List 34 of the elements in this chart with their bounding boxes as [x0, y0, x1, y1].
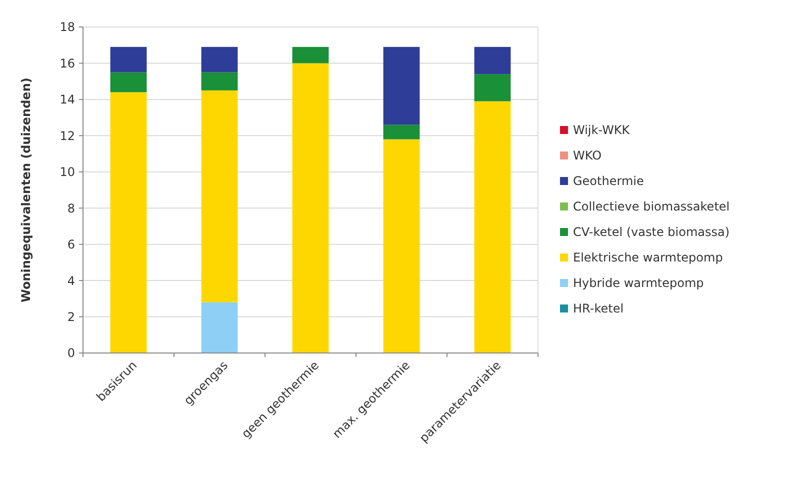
- bar: [292, 46, 329, 64]
- legend-label: Hybride warmtepomp: [573, 276, 704, 290]
- y-tick-label: 10: [60, 165, 75, 180]
- legend-label: HR-ketel: [573, 302, 624, 316]
- bar: [383, 124, 420, 140]
- bar: [292, 63, 329, 353]
- y-tick-label: 18: [60, 20, 75, 34]
- y-axis-title: Woningequivalenten (duizenden): [19, 78, 33, 302]
- bar: [474, 46, 511, 74]
- bar: [201, 302, 238, 353]
- y-tick-label: 0: [67, 346, 75, 360]
- bar: [201, 90, 238, 302]
- bar: [201, 46, 238, 72]
- y-tick-label: 4: [67, 274, 75, 288]
- legend-label: CV-ketel (vaste biomassa): [573, 225, 730, 240]
- bar: [474, 74, 511, 102]
- bar: [383, 139, 420, 353]
- y-tick-label: 12: [60, 128, 75, 143]
- bar: [474, 101, 511, 353]
- y-tick-label: 8: [67, 201, 75, 216]
- legend-label: Collectieve biomassaketel: [573, 200, 730, 214]
- bar: [110, 46, 147, 72]
- y-tick-label: 16: [60, 56, 75, 70]
- y-tick-label: 6: [67, 238, 75, 252]
- legend-label: Geothermie: [573, 174, 644, 188]
- bar: [201, 72, 238, 90]
- legend-label: Elektrische warmtepomp: [573, 250, 723, 265]
- y-tick-label: 2: [67, 310, 75, 324]
- bar: [383, 46, 420, 125]
- bar: [110, 92, 147, 353]
- y-tick-label: 14: [60, 92, 75, 107]
- bar: [110, 72, 147, 92]
- legend-label: Wijk-WKK: [573, 123, 631, 138]
- legend-label: WKO: [573, 148, 602, 163]
